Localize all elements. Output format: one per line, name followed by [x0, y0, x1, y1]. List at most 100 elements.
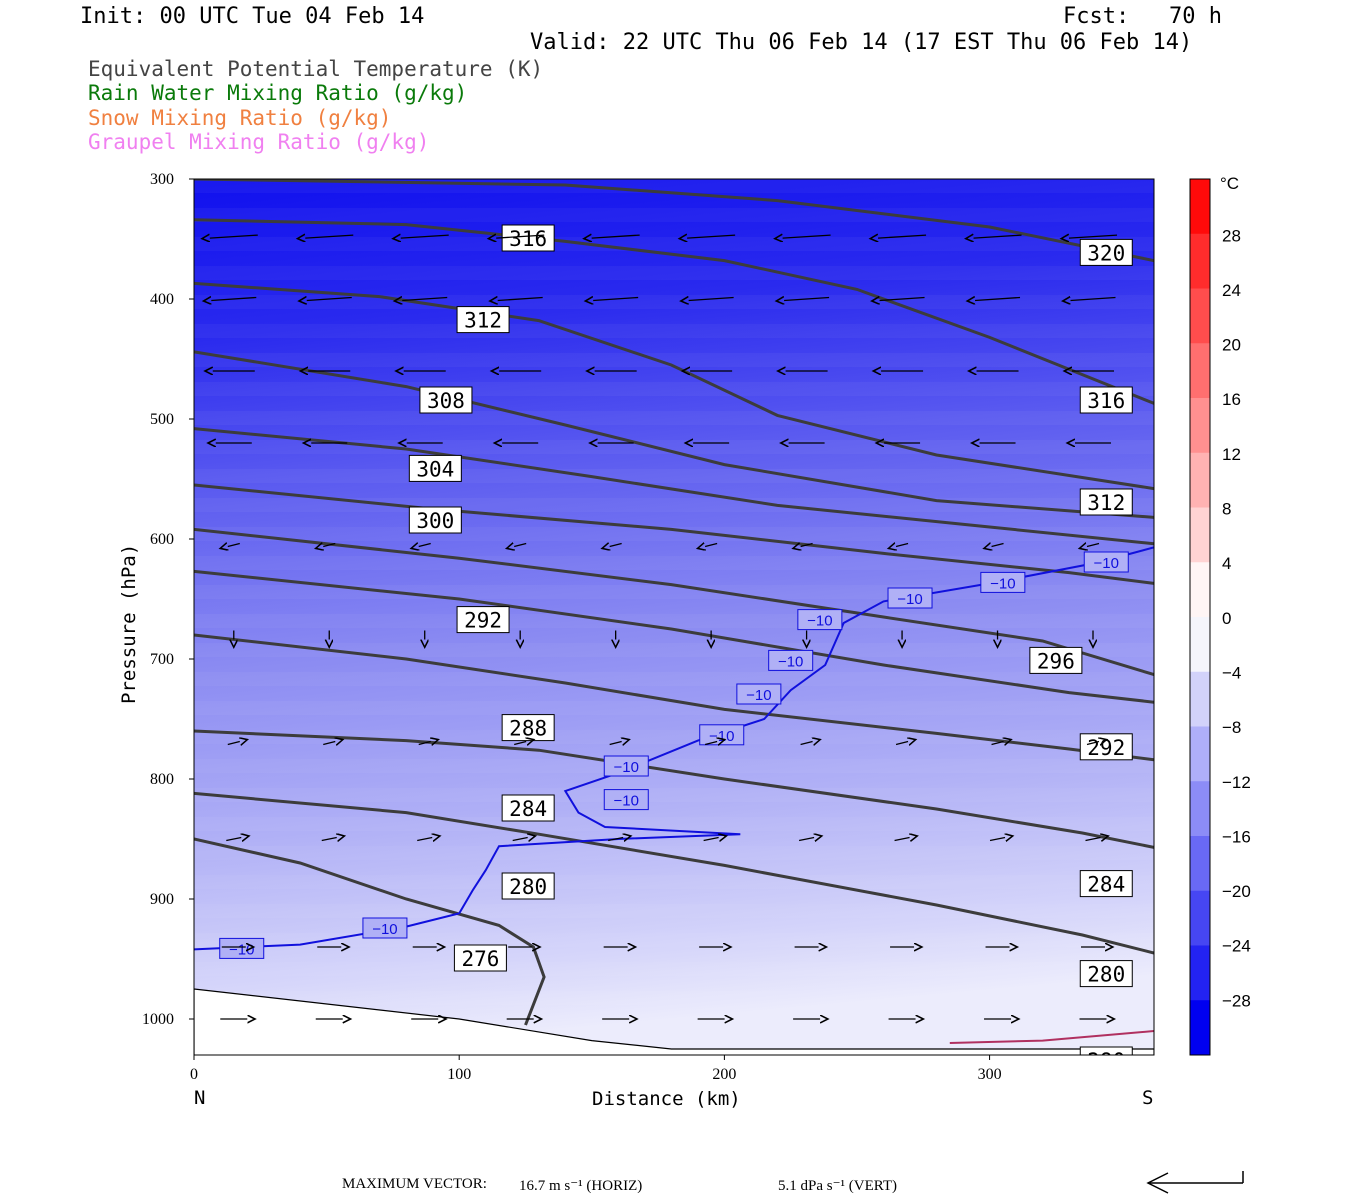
- label-text: −10: [778, 653, 803, 670]
- colorbar-cell: [1190, 179, 1210, 235]
- label-box: [1079, 238, 1133, 266]
- shading-band: [194, 788, 1154, 802]
- label-box: [419, 386, 473, 414]
- label-box: [1079, 960, 1133, 988]
- label-text: 312: [464, 309, 502, 333]
- footer-horiz: 16.7 m s⁻¹ (HORIZ): [519, 1178, 643, 1194]
- init-time: Init: 00 UTC Tue 04 Feb 14: [80, 4, 425, 29]
- theta-e-contour-280: [194, 791, 1154, 955]
- wind-vector: [228, 544, 240, 547]
- label-box: [736, 683, 782, 705]
- theta-e-contour-308: [194, 350, 1154, 519]
- y-tick-label: 900: [150, 891, 174, 908]
- wind-vector: [226, 838, 241, 841]
- colorbar-cell: [1190, 1000, 1210, 1056]
- wind-vector: [801, 544, 813, 547]
- y-tick-label: 700: [150, 651, 174, 668]
- shading-band: [194, 411, 1154, 425]
- wind-vector: [417, 838, 432, 841]
- wind-vector: [880, 298, 925, 301]
- label-box: [603, 789, 649, 811]
- shading-band: [194, 904, 1154, 918]
- label-text: 300: [416, 509, 454, 533]
- label-text: 280: [1087, 963, 1125, 987]
- wind-vector: [323, 544, 336, 547]
- label-box: [501, 794, 555, 822]
- theta-e-label-312: 312: [456, 306, 510, 334]
- label-box: [1079, 870, 1133, 898]
- label-text: −10: [990, 575, 1015, 592]
- y-axis-label: Pressure (hPa): [118, 544, 140, 704]
- wind-vector: [1087, 544, 1100, 547]
- wind-vector: [610, 544, 622, 547]
- label-box: [456, 306, 510, 334]
- label-box: [603, 755, 649, 777]
- theta-e-label-284: 284: [501, 794, 555, 822]
- label-box: [408, 454, 462, 482]
- label-box: [501, 224, 555, 252]
- theta-e-label-304: 304: [408, 454, 462, 482]
- wind-vector: [514, 742, 526, 745]
- label-box: [797, 609, 843, 631]
- wind-vector: [784, 298, 830, 301]
- temperature-contour-label: −10: [1083, 551, 1129, 573]
- wind-vector: [321, 838, 337, 841]
- legend-graupel: Graupel Mixing Ratio (g/kg): [88, 130, 430, 154]
- colorbar-cell: [1190, 288, 1210, 344]
- theta-e-label-316: 316: [1079, 386, 1133, 414]
- label-box: [1079, 488, 1133, 516]
- label-text: −10: [807, 613, 832, 630]
- wind-vector: [896, 544, 909, 547]
- colorbar-tick-label: 8: [1222, 500, 1231, 519]
- shading-band: [194, 614, 1154, 628]
- theta-e-label-280: 280: [1079, 960, 1133, 988]
- colorbar-cell: [1190, 617, 1210, 673]
- wind-vector: [800, 742, 813, 745]
- shading-band: [194, 846, 1154, 860]
- temperature-contour-label: −10: [603, 789, 649, 811]
- shading-band: [194, 643, 1154, 657]
- shading-band: [194, 324, 1154, 338]
- wind-vector: [593, 298, 639, 301]
- colorbar-tick-label: −4: [1222, 663, 1241, 682]
- max-vector-arrow-icon: [1146, 1171, 1244, 1194]
- shading-band: [194, 237, 1154, 251]
- colorbar-cell: [1190, 507, 1210, 563]
- shading-band: [194, 701, 1154, 715]
- temperature-contour-minus10: [194, 546, 1154, 951]
- label-text: 284: [1087, 873, 1125, 897]
- label-text: 312: [1087, 491, 1125, 515]
- label-text: 292: [1087, 736, 1125, 760]
- temperature-contour-label: −10: [603, 755, 649, 777]
- legend-snow: Snow Mixing Ratio (g/kg): [88, 106, 392, 130]
- label-text: −10: [614, 759, 639, 776]
- wind-vector: [512, 838, 528, 841]
- x-tick-label: 0: [190, 1066, 198, 1083]
- colorbar-cell: [1190, 233, 1210, 289]
- theta-e-label-308: 308: [419, 386, 473, 414]
- theta-e-contour-284: [194, 729, 1154, 849]
- label-box: [887, 587, 933, 609]
- x-tick-label: 100: [447, 1066, 471, 1083]
- colorbar-frame: [1189, 178, 1211, 1056]
- shading-band: [194, 353, 1154, 367]
- theta-e-label-288: 288: [501, 714, 555, 742]
- colorbar-tick-label: −28: [1222, 991, 1251, 1010]
- colorbar-cell: [1190, 671, 1210, 727]
- theta-e-label-292: 292: [456, 606, 510, 634]
- axes: 0 100 200 300 300 400 500 600 700 800 900 1000: [142, 171, 1002, 1083]
- wind-vector: [878, 235, 927, 238]
- theta-e-contour-316: [194, 218, 1154, 405]
- temperature-contour-0: [949, 1030, 1154, 1044]
- shading-band: [194, 962, 1154, 976]
- wind-vector: [894, 838, 910, 841]
- wind-vector: [989, 838, 1005, 841]
- wind-vector: [211, 298, 257, 301]
- theta-e-label-284: 284: [1079, 870, 1133, 898]
- wind-vector: [305, 235, 354, 238]
- label-text: 284: [509, 797, 547, 821]
- theta-e-label-276: 276: [453, 944, 507, 972]
- label-box: [362, 917, 408, 939]
- theta-e-label-280: 280: [1079, 1046, 1133, 1055]
